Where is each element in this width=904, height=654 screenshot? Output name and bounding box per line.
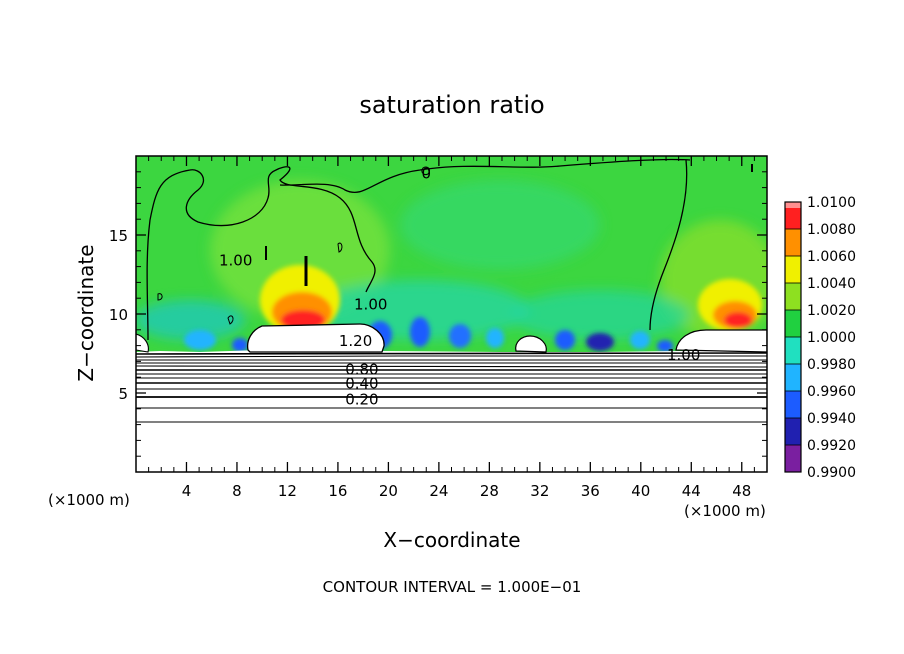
x-tick-label-44: 44 (682, 482, 701, 500)
blue-cell-10 (657, 340, 673, 352)
contour-labels: 0.200.400.80 1.20 1.00 1.00 1.00 0 (219, 164, 700, 408)
colorbar-swatch-4 (785, 337, 801, 364)
contour-label-3: 1.20 (339, 332, 372, 350)
colorbar-label-6: 1.0020 (807, 303, 856, 319)
colorbar-label-2: 0.9940 (807, 411, 856, 427)
colorbar-swatch-top (785, 202, 801, 208)
x-unit-left: (×1000 m) (48, 491, 130, 509)
blue-cell-6 (586, 333, 614, 351)
x-tick-label-12: 12 (278, 482, 297, 500)
chart-title: saturation ratio (359, 91, 544, 119)
x-axis: 4 8 12 16 20 24 28 32 36 40 44 48 (148, 156, 755, 500)
x-axis-label: X−coordinate (383, 528, 520, 552)
y-tick-label-10: 10 (109, 306, 128, 324)
blue-cell-3 (449, 324, 471, 348)
contour-label-6: 1.00 (667, 346, 700, 364)
contour-small-3 (337, 242, 343, 253)
contour-line-2 (136, 355, 767, 358)
colorbar-swatch-1 (785, 418, 801, 445)
x-tick-label-28: 28 (480, 482, 499, 500)
colorbar-label-10: 1.0100 (807, 195, 856, 211)
x-tick-label-8: 8 (232, 482, 242, 500)
colorbar: 0.9900 0.9920 0.9940 0.9960 0.9980 1.0000 1.00… (784, 195, 856, 481)
blue-cell-5 (555, 330, 575, 350)
contour-lines (136, 158, 767, 423)
contour-label-7: 0 (421, 164, 431, 182)
contour-line-5 (136, 365, 767, 368)
contour-line-1 (136, 352, 767, 355)
colorbar-swatch-7 (785, 256, 801, 283)
x-tick-label-40: 40 (631, 482, 650, 500)
cloud-blob-right (675, 329, 767, 353)
x-unit-right: (×1000 m) (684, 502, 766, 520)
field-teal-1 (400, 180, 600, 270)
boundary-layer-white (136, 350, 767, 472)
colorbar-swatch-9 (785, 202, 801, 229)
x-tick-label-32: 32 (530, 482, 549, 500)
colorbar-label-7: 1.0040 (807, 276, 856, 292)
x-tick-label-20: 20 (379, 482, 398, 500)
blue-cell-9 (232, 338, 248, 352)
warm-core-right-red (724, 312, 752, 328)
field-lightgreen-1 (210, 180, 390, 320)
colorbar-swatch-2 (785, 391, 801, 418)
y-axis-label: Z−coordinate (74, 244, 98, 381)
plot-area (136, 156, 767, 472)
x-tick-label-48: 48 (732, 482, 751, 500)
colorbar-swatch-8 (785, 229, 801, 256)
colorbar-swatch-5 (785, 310, 801, 337)
blue-cell-7 (630, 331, 650, 349)
contour-unity-right (649, 159, 688, 331)
x-tick-label-16: 16 (328, 482, 347, 500)
colorbar-swatch-6 (785, 283, 801, 310)
contour-label-1: 0.40 (345, 375, 378, 393)
x-tick-label-24: 24 (429, 482, 448, 500)
blue-cell-2 (410, 317, 430, 347)
cloud-blob-left (246, 323, 385, 353)
colorbar-label-4: 0.9980 (807, 357, 856, 373)
cloud-blob-mid (515, 335, 547, 353)
contour-small-1 (157, 293, 163, 301)
field-cyan-3 (136, 300, 245, 340)
colorbar-label-0: 0.9900 (807, 465, 856, 481)
contour-label-5: 1.00 (219, 251, 252, 269)
colorbar-label-5: 1.0000 (807, 330, 856, 346)
colorbar-label-9: 1.0080 (807, 222, 856, 238)
contour-unity-left (146, 166, 376, 341)
contour-label-2: 0.80 (345, 360, 378, 378)
contour-zero-ring (421, 166, 430, 175)
contour-interval-note: CONTOUR INTERVAL = 1.000E−01 (323, 578, 582, 596)
blue-cell-8 (184, 330, 216, 350)
x-tick-label-4: 4 (182, 482, 192, 500)
field-cyan-2 (510, 290, 690, 340)
blue-cell-4 (486, 328, 504, 348)
y-axis: 5 10 15 (109, 171, 767, 457)
y-tick-label-5: 5 (118, 385, 128, 403)
x-tick-label-36: 36 (581, 482, 600, 500)
colorbar-label-8: 1.0060 (807, 249, 856, 265)
colorbar-swatch-0 (785, 445, 801, 472)
colorbar-swatch-3 (785, 364, 801, 391)
contour-label-0: 0.20 (345, 390, 378, 408)
colorbar-label-1: 0.9920 (807, 438, 856, 454)
colorbar-label-3: 0.9960 (807, 384, 856, 400)
contour-label-4: 1.00 (354, 296, 387, 314)
contour-unity-top (279, 158, 691, 193)
y-tick-label-15: 15 (109, 227, 128, 245)
contour-small-2 (227, 315, 234, 325)
